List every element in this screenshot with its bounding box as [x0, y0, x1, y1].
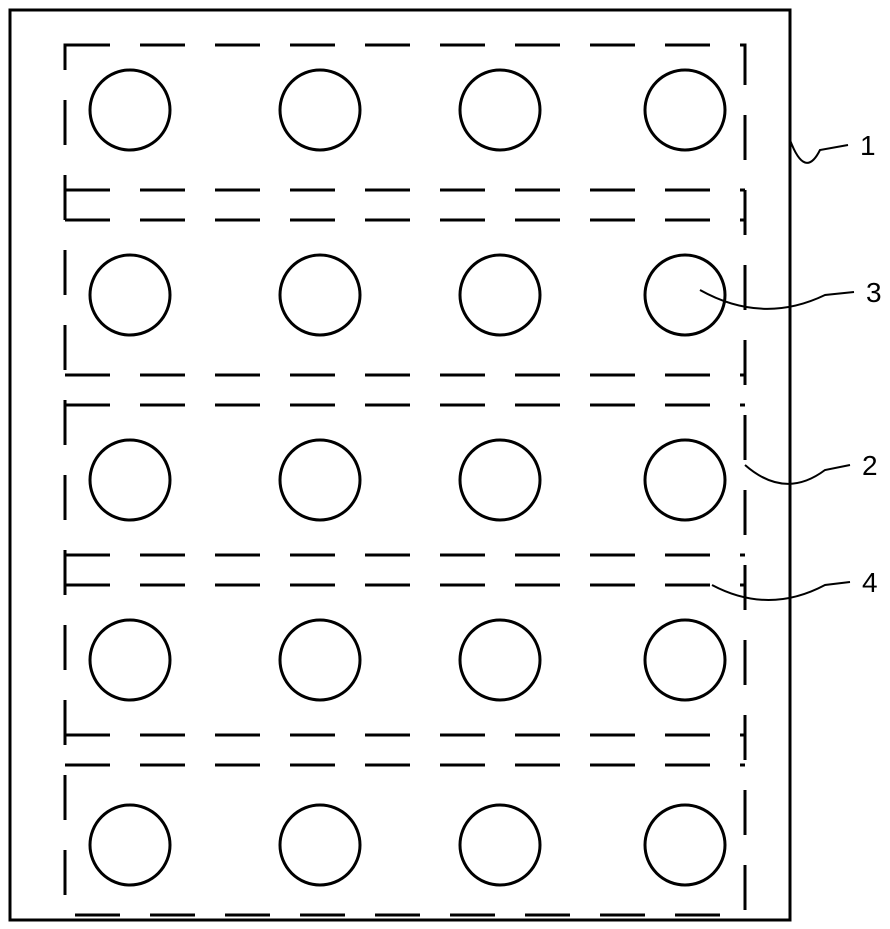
grid-circle — [280, 805, 360, 885]
dashed-frame — [65, 45, 745, 915]
leader-line — [712, 582, 850, 600]
grid-circle — [460, 620, 540, 700]
label-text: 3 — [866, 277, 882, 308]
grid-circle — [645, 805, 725, 885]
grid-circle — [90, 620, 170, 700]
grid-circle — [280, 440, 360, 520]
grid-circle — [460, 70, 540, 150]
outer-frame — [10, 10, 790, 920]
grid-circle — [645, 70, 725, 150]
schematic-diagram: 1 3 2 4 — [0, 0, 890, 929]
leader-line — [745, 465, 850, 484]
grid-circle — [645, 620, 725, 700]
circle-grid — [90, 70, 725, 885]
grid-circle — [645, 255, 725, 335]
grid-circle — [460, 440, 540, 520]
grid-circle — [90, 70, 170, 150]
grid-circle — [645, 440, 725, 520]
grid-circle — [280, 620, 360, 700]
grid-circle — [90, 805, 170, 885]
label-text: 4 — [862, 567, 878, 598]
grid-circle — [90, 255, 170, 335]
leader-line — [790, 140, 848, 163]
outer-rect — [10, 10, 790, 920]
grid-circle — [460, 255, 540, 335]
dashed-rect — [65, 45, 745, 915]
grid-circle — [90, 440, 170, 520]
grid-circle — [460, 805, 540, 885]
grid-circle — [280, 70, 360, 150]
label-text: 1 — [860, 130, 876, 161]
grid-circle — [280, 255, 360, 335]
label-text: 2 — [862, 450, 878, 481]
